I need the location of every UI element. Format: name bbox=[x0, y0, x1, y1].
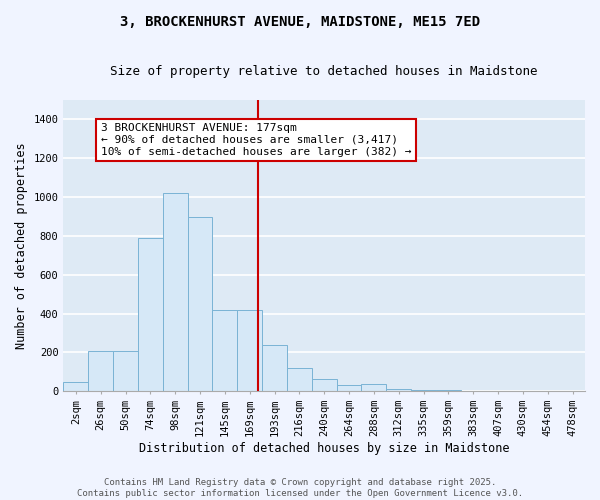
Bar bbox=[361, 384, 386, 392]
Bar bbox=[386, 390, 411, 392]
Bar bbox=[436, 390, 461, 392]
Bar bbox=[88, 352, 113, 392]
Bar bbox=[312, 378, 337, 392]
Y-axis label: Number of detached properties: Number of detached properties bbox=[15, 142, 28, 349]
Bar bbox=[262, 344, 287, 392]
Bar bbox=[411, 390, 436, 392]
Title: Size of property relative to detached houses in Maidstone: Size of property relative to detached ho… bbox=[110, 65, 538, 78]
Bar bbox=[337, 386, 361, 392]
Bar bbox=[138, 238, 163, 392]
Text: Contains HM Land Registry data © Crown copyright and database right 2025.
Contai: Contains HM Land Registry data © Crown c… bbox=[77, 478, 523, 498]
Bar bbox=[212, 310, 237, 392]
Bar bbox=[287, 368, 312, 392]
Text: 3, BROCKENHURST AVENUE, MAIDSTONE, ME15 7ED: 3, BROCKENHURST AVENUE, MAIDSTONE, ME15 … bbox=[120, 15, 480, 29]
Bar bbox=[113, 352, 138, 392]
Bar bbox=[64, 382, 88, 392]
Bar bbox=[188, 216, 212, 392]
Bar bbox=[163, 193, 188, 392]
Bar bbox=[237, 310, 262, 392]
X-axis label: Distribution of detached houses by size in Maidstone: Distribution of detached houses by size … bbox=[139, 442, 509, 455]
Text: 3 BROCKENHURST AVENUE: 177sqm
← 90% of detached houses are smaller (3,417)
10% o: 3 BROCKENHURST AVENUE: 177sqm ← 90% of d… bbox=[101, 124, 411, 156]
